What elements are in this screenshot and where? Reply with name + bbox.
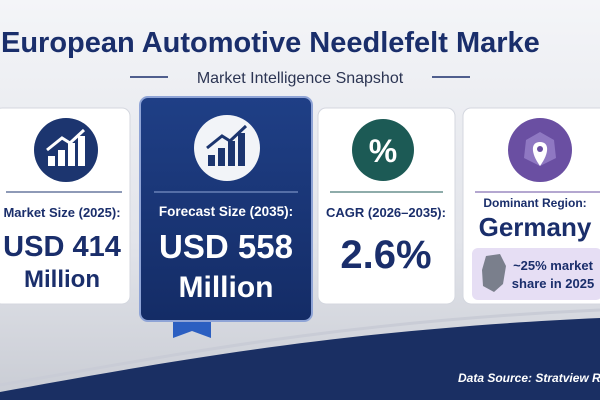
icon (194, 115, 260, 181)
pin-dot (537, 146, 543, 152)
card-label: CAGR (2026–2035): (326, 205, 446, 220)
card-value: USD 558 (159, 228, 293, 265)
title: European Automotive Needlefelt Marke (1, 27, 540, 59)
card (0, 107, 131, 305)
source: Data Source: Stratview Re (458, 371, 600, 385)
footer-wave (0, 318, 600, 400)
note-box (472, 248, 600, 300)
icon (34, 118, 98, 182)
note: share in 2025 (512, 276, 594, 291)
card-label: Forecast Size (2035): (159, 204, 293, 219)
pin (532, 142, 548, 166)
card-unit: Million (179, 271, 274, 304)
ribbon (173, 318, 211, 338)
card-value: 2.6% (340, 233, 431, 277)
card-unit: Million (24, 266, 100, 293)
bar-icon (208, 133, 245, 166)
germany-silhouette (482, 254, 506, 292)
card (317, 107, 456, 305)
icon (352, 119, 414, 181)
card-label: Market Size (2025): (3, 205, 120, 220)
footer-stripe (0, 308, 600, 387)
bar-icon (48, 136, 85, 166)
card-value: USD 414 (3, 231, 121, 263)
trend-arrow (46, 128, 86, 152)
card-highlight (139, 96, 313, 322)
icon-symbol: % (369, 133, 397, 169)
card-label: Dominant Region: (483, 196, 586, 210)
note: ~25% market (513, 258, 594, 273)
card-value: Germany (479, 212, 592, 242)
subtitle: Market Intelligence Snapshot (197, 70, 404, 87)
trend-arrow (206, 124, 248, 150)
